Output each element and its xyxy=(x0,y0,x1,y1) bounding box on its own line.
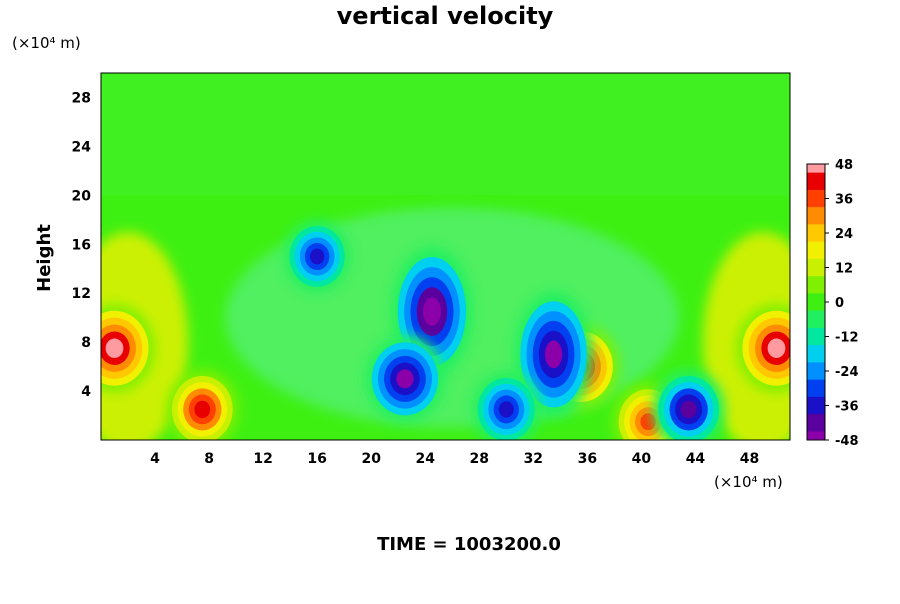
upper-layer-band xyxy=(101,73,790,196)
x-ticks: 4 8 12 16 20 24 28 32 36 40 44 48 xyxy=(150,451,759,467)
velocity-feature xyxy=(365,335,445,423)
x-tick-label: 36 xyxy=(578,451,597,467)
colorbar-tick-label: 0 xyxy=(835,296,844,311)
colorbar-segment xyxy=(807,284,825,294)
colorbar-segment xyxy=(807,172,825,182)
y-tick-label: 16 xyxy=(72,237,91,253)
velocity-feature xyxy=(284,220,350,293)
y-tick-label: 28 xyxy=(72,90,91,106)
colorbar-segment xyxy=(807,302,825,312)
colorbar-segment xyxy=(807,250,825,260)
y-axis-label: Height xyxy=(34,224,55,292)
y-tick-label: 8 xyxy=(81,335,91,351)
velocity-feature xyxy=(101,303,155,393)
colorbar-segment xyxy=(807,207,825,217)
y-tick-label: 24 xyxy=(72,139,92,155)
colorbar-segment xyxy=(807,224,825,234)
colorbar-segment xyxy=(807,310,825,320)
colorbar-segment xyxy=(807,371,825,381)
colorbar-tick-label: -36 xyxy=(835,400,859,415)
colorbar-segment xyxy=(807,233,825,243)
colorbar-segment xyxy=(807,164,825,174)
x-unit-label: (×10⁴ m) xyxy=(714,473,783,491)
colorbar-segment xyxy=(807,414,825,424)
colorbar-tick-label: -24 xyxy=(835,365,859,380)
y-ticks: 4 8 12 16 20 24 28 xyxy=(72,90,92,400)
y-tick-label: 20 xyxy=(72,188,92,204)
colorbar-segment xyxy=(807,379,825,389)
x-tick-label: 4 xyxy=(150,451,160,467)
colorbar-segment xyxy=(807,189,825,199)
velocity-feature xyxy=(166,369,239,440)
x-tick-label: 48 xyxy=(740,451,759,467)
colorbar-segment xyxy=(807,345,825,355)
plot-frame xyxy=(100,72,791,441)
colorbar-segment xyxy=(807,198,825,208)
colorbar-segment xyxy=(807,405,825,415)
colorbar-segment xyxy=(807,181,825,191)
colorbar-segment xyxy=(807,388,825,398)
colorbar-segment xyxy=(807,362,825,372)
x-tick-label: 44 xyxy=(686,451,706,467)
colorbar-tick-label: -12 xyxy=(835,331,859,346)
colorbar-tick-label: -48 xyxy=(835,434,859,449)
colorbar-segment xyxy=(807,336,825,346)
colorbar-tick-label: 12 xyxy=(835,262,853,277)
colorbar-tick-label: 48 xyxy=(835,158,853,173)
colorbar-segment xyxy=(807,353,825,363)
colorbar-tick-label: 36 xyxy=(835,193,853,208)
colorbar-segment xyxy=(807,258,825,268)
x-tick-label: 24 xyxy=(415,451,435,467)
x-tick-label: 28 xyxy=(470,451,489,467)
colorbar: 48 36 24 12 0 -12 -24 -36 -48 xyxy=(806,158,859,449)
x-tick-label: 40 xyxy=(632,451,652,467)
time-label: TIME = 1003200.0 xyxy=(377,534,561,555)
colorbar-segment xyxy=(807,431,825,441)
velocity-feature xyxy=(514,291,593,418)
colorbar-segment xyxy=(807,276,825,286)
velocity-feature xyxy=(652,369,725,440)
x-tick-label: 12 xyxy=(253,451,272,467)
y-tick-label: 4 xyxy=(81,384,91,400)
colorbar-segment xyxy=(807,327,825,337)
chart-title: vertical velocity xyxy=(337,2,554,30)
x-tick-label: 8 xyxy=(204,451,214,467)
x-tick-label: 32 xyxy=(524,451,543,467)
colorbar-segment xyxy=(807,293,825,303)
colorbar-tick-label: 24 xyxy=(835,227,853,242)
velocity-field xyxy=(101,73,790,440)
colorbar-segment xyxy=(807,241,825,251)
velocity-feature xyxy=(472,372,541,440)
colorbar-segment xyxy=(807,319,825,329)
colorbar-segment xyxy=(807,422,825,432)
velocity-feature xyxy=(736,303,790,393)
y-unit-label: (×10⁴ m) xyxy=(12,34,81,52)
colorbar-segment xyxy=(807,267,825,277)
y-tick-label: 12 xyxy=(72,286,91,302)
colorbar-segment xyxy=(807,396,825,406)
x-tick-label: 20 xyxy=(361,451,381,467)
colorbar-segment xyxy=(807,215,825,225)
x-tick-label: 16 xyxy=(307,451,326,467)
plot-area xyxy=(100,72,791,441)
